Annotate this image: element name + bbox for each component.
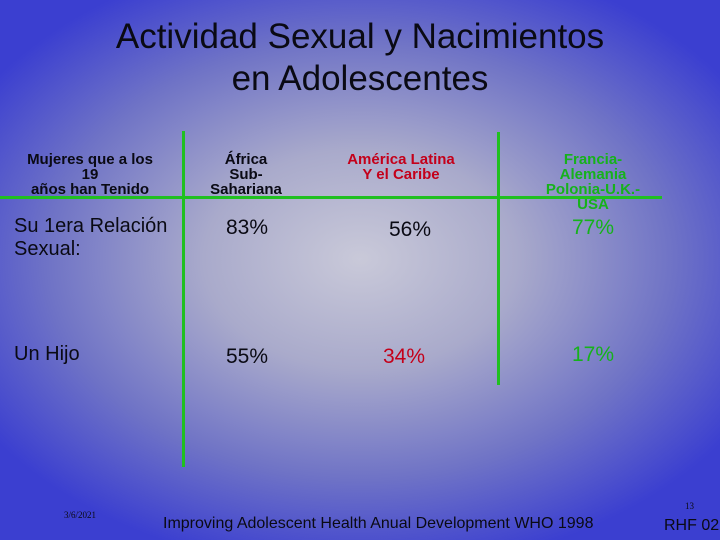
row-label-line: Sexual: <box>14 238 81 260</box>
slide-date: 3/6/2021 <box>64 510 97 520</box>
grid-line-vertical-1 <box>182 131 185 467</box>
footer-tag: RHF 02 <box>664 517 720 534</box>
row-label-line: Su 1era Relación <box>14 215 168 237</box>
column-header-line: Francia- <box>563 151 623 168</box>
row-header: Mujeres que a los 19 años han Tenido <box>4 152 176 197</box>
value-africa-first-relation: 83% <box>226 216 269 239</box>
row-header-line-3: años han Tenido <box>30 181 150 198</box>
grid-line-horizontal <box>0 196 662 199</box>
slide-title: Actividad Sexual y Nacimientos en Adoles… <box>0 16 720 100</box>
column-header-line: Sub- <box>229 166 263 183</box>
column-header-latin-america: América Latina Y el Caribe <box>324 152 478 182</box>
column-header-europe-usa: Francia- Alemania Polonia-U.K.- USA <box>525 152 661 212</box>
row-label-line: Un Hijo <box>14 343 80 365</box>
value-europe-first-relation: 77% <box>572 216 615 239</box>
column-header-line: África <box>224 151 268 168</box>
slide-title-line-1: Actividad Sexual y Nacimientos <box>115 17 605 56</box>
row-label-first-sexual-relation: Su 1era Relación Sexual: <box>14 215 229 261</box>
column-header-line: Alemania <box>559 166 627 183</box>
footer-source: Improving Adolescent Health Anual Develo… <box>163 515 594 532</box>
column-header-africa: África Sub- Sahariana <box>196 152 296 197</box>
column-header-line: USA <box>577 196 609 213</box>
column-header-line: Y el Caribe <box>362 166 440 183</box>
value-africa-one-child: 55% <box>226 345 269 368</box>
row-header-line-2: 19 <box>81 166 99 183</box>
slide-title-line-2: en Adolescentes <box>231 59 489 98</box>
column-header-line: América Latina <box>347 151 455 168</box>
row-header-line-1: Mujeres que a los <box>27 151 153 168</box>
value-latam-first-relation: 56% <box>389 218 432 241</box>
page-number: 13 <box>685 501 694 511</box>
row-label-one-child: Un Hijo <box>14 343 184 366</box>
value-latam-one-child: 34% <box>383 345 426 368</box>
value-europe-one-child: 17% <box>572 343 615 366</box>
column-header-line: Sahariana <box>210 181 282 198</box>
column-header-line: Polonia-U.K.- <box>545 181 641 198</box>
grid-line-vertical-2 <box>497 132 500 385</box>
